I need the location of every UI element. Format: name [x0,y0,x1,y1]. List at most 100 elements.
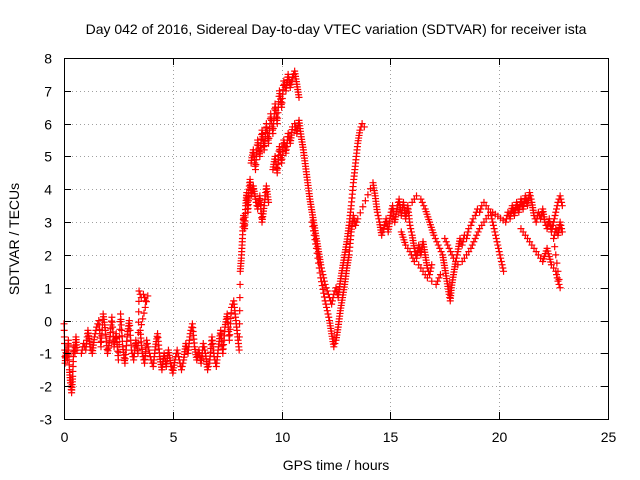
data-point [430,231,438,239]
data-point [90,333,98,341]
data-point [364,191,372,199]
data-point [92,326,100,334]
y-tick-label: 5 [44,149,52,165]
data-point [352,221,360,229]
data-point [454,261,462,269]
y-tick-label: -3 [40,412,53,428]
x-axis-ticks: 0 5 10 15 20 25 [61,58,617,445]
data-point [498,261,506,269]
data-point [467,221,475,229]
data-point [322,284,330,292]
data-point [373,208,381,216]
data-point [204,366,212,374]
data-point [265,198,273,206]
data-point [178,362,186,370]
data-point [360,123,368,131]
data-point [323,287,331,295]
y-tick-label: -1 [40,346,53,362]
data-point [526,192,534,200]
data-point [236,280,244,288]
data-point [320,293,328,301]
data-point [173,346,181,354]
data-point [178,366,186,374]
data-point [356,209,364,217]
data-point [288,77,296,85]
data-point [494,241,502,249]
data-point [463,235,471,242]
y-tick-label: 0 [44,314,52,330]
x-tick-label: 20 [492,429,508,445]
data-point [445,244,453,252]
data-point [407,228,415,236]
data-points [60,67,566,397]
data-point [448,251,456,259]
data-point [378,231,386,239]
data-point [312,240,320,248]
chart-title: Day 042 of 2016, Sidereal Day-to-day VTE… [86,21,587,37]
y-axis-ticks: -3 -2 -1 0 1 2 3 4 5 6 7 8 [40,51,608,428]
data-point [558,198,566,206]
x-tick-label: 0 [61,429,69,445]
data-point [558,228,566,236]
data-point [141,303,149,311]
data-point [428,261,436,269]
data-point [386,212,394,220]
data-point [554,277,562,285]
data-point [558,225,566,233]
data-point [470,238,478,246]
data-point [441,235,449,242]
x-tick-label: 25 [601,429,617,445]
data-point [458,241,466,249]
data-point [317,274,325,282]
data-point [310,227,318,235]
data-point [143,340,151,348]
data-point [417,195,425,203]
data-point [500,267,508,275]
data-point [423,274,431,282]
data-point [310,231,318,239]
data-point [431,235,439,242]
data-point [330,343,338,351]
plot-frame [64,58,609,420]
y-tick-label: -2 [40,379,53,395]
data-point [494,244,502,252]
data-point [141,294,149,302]
data-point [406,248,414,256]
data-point [143,336,151,344]
data-point [499,264,507,272]
x-tick-label: 5 [170,429,178,445]
data-point [434,241,442,249]
data-point [311,236,319,244]
y-axis-label: SDTVAR / TECUs [6,183,22,295]
data-point [433,238,441,246]
data-point [426,267,434,275]
data-point [556,284,564,292]
data-point [353,218,361,226]
x-tick-label: 15 [383,429,399,445]
data-point [490,225,498,233]
data-point [319,285,327,293]
data-point [144,292,152,300]
data-point [550,215,558,223]
data-point [432,280,440,288]
data-point [313,249,321,257]
data-point [418,198,426,206]
data-point [322,300,330,308]
data-point [235,346,243,354]
data-point [471,212,479,220]
data-point [551,243,559,251]
data-point [553,271,561,279]
data-point [491,228,499,236]
data-point [77,349,85,357]
y-tick-label: 1 [44,281,52,297]
data-point [143,298,151,306]
data-point [116,325,124,333]
data-point [323,307,331,315]
y-tick-label: 4 [44,182,52,198]
data-point [527,195,535,203]
data-point [366,185,374,193]
data-point [139,290,147,298]
data-point [489,221,497,229]
data-point [288,74,296,82]
